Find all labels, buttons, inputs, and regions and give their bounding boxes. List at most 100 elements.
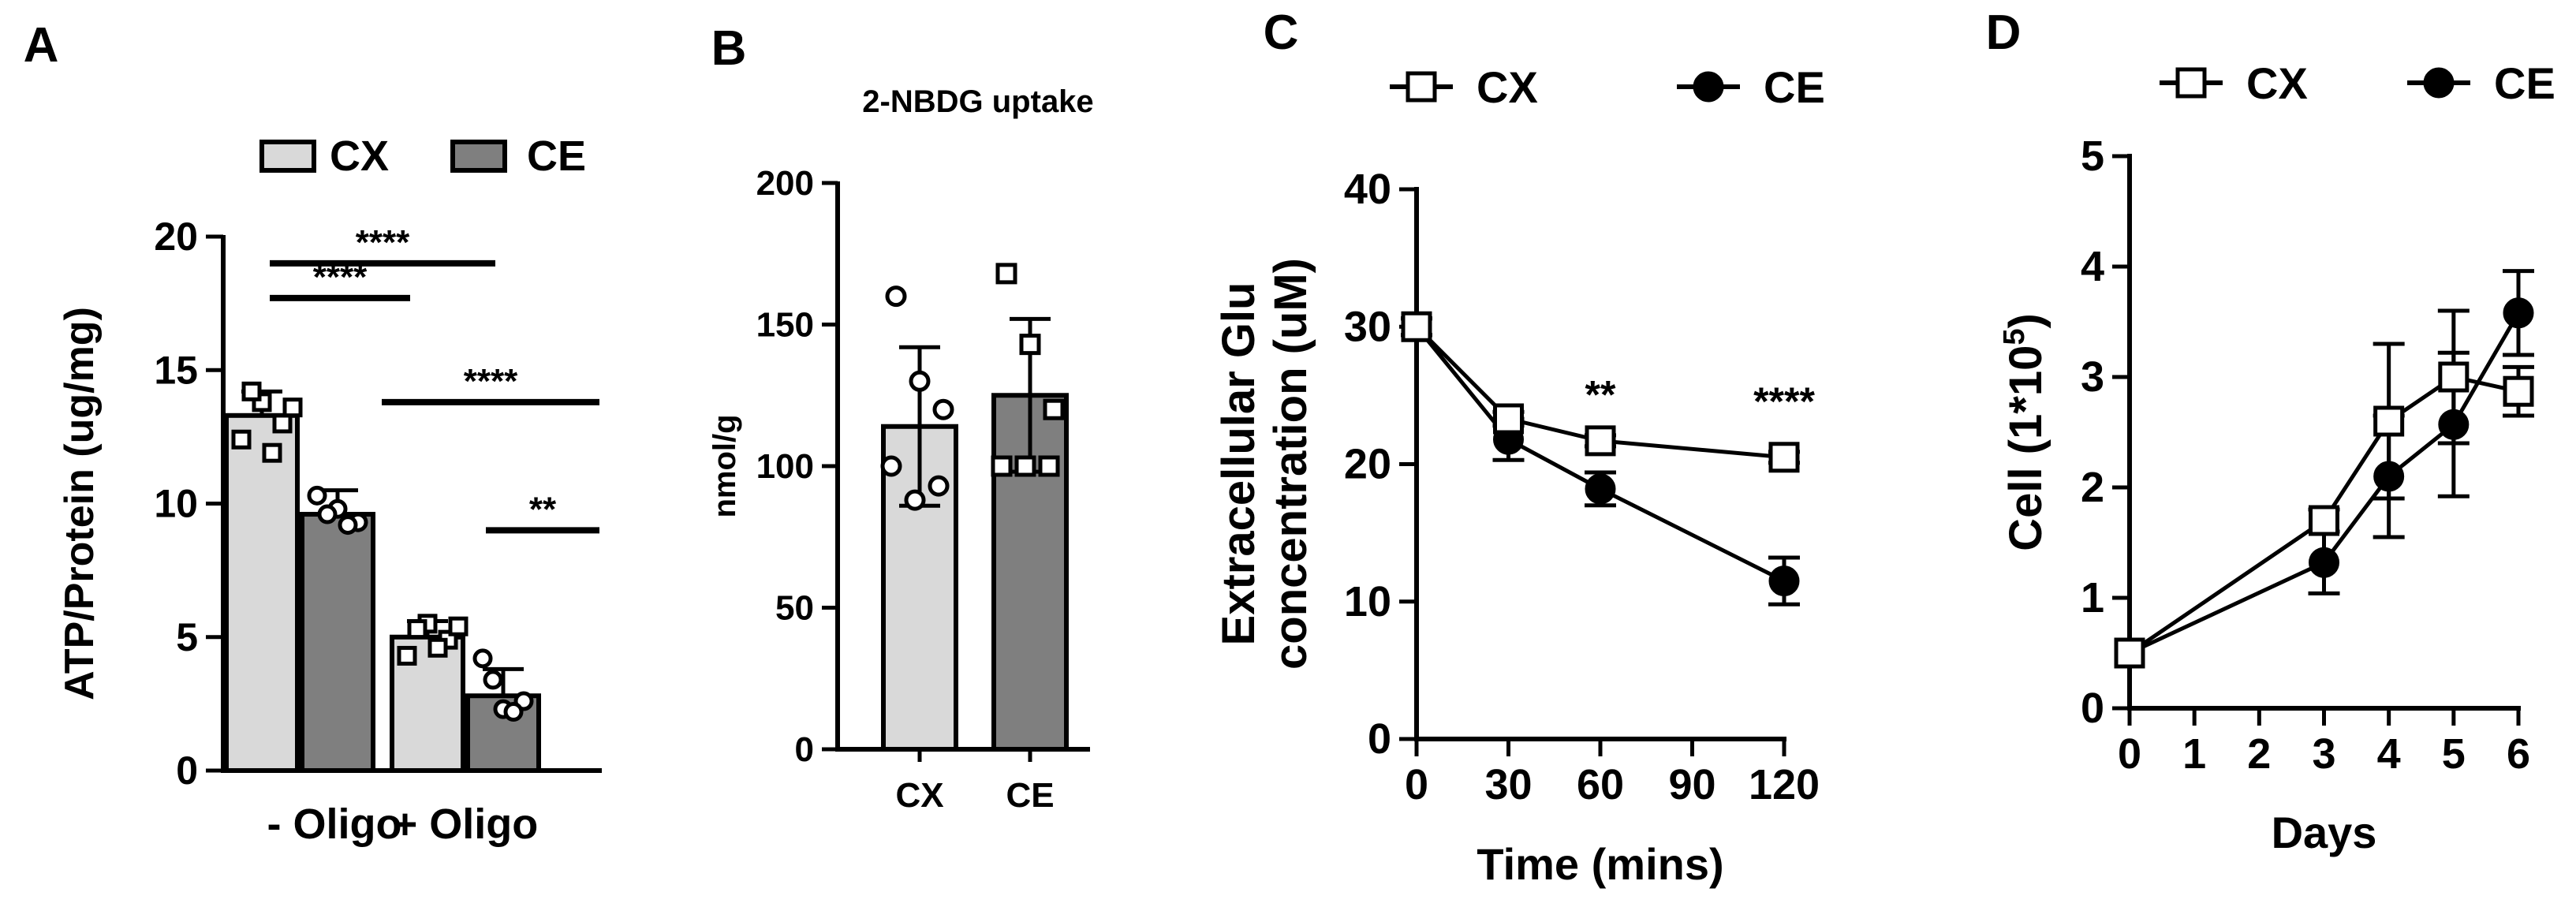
legend: CX CE: [2160, 58, 2555, 108]
chart-title: 2-NBDG uptake: [862, 84, 1093, 119]
x-tick-label: 2: [2247, 730, 2271, 778]
x-tick-label: 30: [1484, 761, 1532, 808]
data-point-cx: [1768, 442, 1800, 473]
y-tick-label: 5: [2081, 133, 2104, 180]
data-point-ce: [1768, 565, 1800, 597]
data-point: [932, 398, 954, 420]
data-point: [904, 489, 926, 511]
panel-a: A 0 5 10 15 20 ATP/Protein (ug/mg) - Oligo+ Oli…: [24, 18, 602, 848]
data-point: [407, 619, 427, 640]
x-category-label: - Oligo: [267, 801, 402, 848]
legend-label-ce: CE: [527, 133, 586, 180]
x-tick-label: 90: [1668, 761, 1715, 808]
x-tick-label: 120: [1749, 761, 1820, 808]
legend-label-cx: CX: [2246, 58, 2308, 108]
y-tick-label: 2: [2081, 464, 2104, 511]
significance-label: ****: [464, 362, 518, 401]
x-tick-label: 60: [1577, 761, 1624, 808]
x-category-label: CE: [1006, 776, 1054, 815]
data-point-cx: [1585, 425, 1616, 457]
x-tick-label: 1: [2182, 730, 2206, 778]
y-tick-label: 3: [2081, 353, 2104, 401]
data-point-cx: [1493, 403, 1524, 435]
y-tick-label: 4: [2081, 243, 2104, 290]
data-point: [880, 455, 902, 477]
data-point-ce: [1585, 473, 1616, 505]
y-tick-label: 0: [2081, 685, 2104, 732]
data-point: [397, 645, 417, 666]
significance-label: **: [529, 490, 557, 528]
y-tick-label: 5: [176, 615, 198, 659]
series-line-ce: [1415, 325, 1786, 583]
data-point: [885, 286, 907, 308]
data-point: [1019, 334, 1041, 356]
data-point-cx: [2438, 361, 2470, 393]
y-axis-label: ATP/Protein (ug/mg): [57, 307, 103, 700]
legend-swatch-cx: [259, 140, 316, 173]
y-tick-label: 10: [154, 482, 198, 526]
legend-marker-cx: [2175, 67, 2207, 99]
bar-ce: [300, 512, 375, 773]
data-point: [427, 637, 448, 658]
data-point: [307, 485, 327, 506]
data-point: [448, 616, 469, 636]
y-axis-label-end: ): [2000, 313, 2051, 328]
data-point: [503, 702, 524, 722]
y-axis-label-main: Cell (1*10: [2000, 345, 2051, 551]
legend-label-cx: CX: [1477, 62, 1538, 112]
panel-a-letter: A: [24, 18, 59, 73]
legend-marker-ce: [2423, 67, 2455, 99]
significance-label: ****: [1753, 379, 1815, 424]
data-point-ce: [2309, 547, 2339, 578]
data-point-cx: [2373, 405, 2405, 437]
data-point: [241, 381, 262, 401]
y-tick-label: 20: [1344, 441, 1391, 488]
legend-marker-ce: [1693, 71, 1724, 103]
data-point-cx: [1401, 311, 1432, 342]
x-tick-label: 0: [1405, 761, 1428, 808]
bar-cx: [224, 412, 300, 773]
y-tick-label: 50: [775, 589, 814, 628]
x-axis-label: Time (mins): [1477, 839, 1723, 889]
data-point-cx: [2503, 375, 2534, 407]
legend: CX CE: [259, 133, 586, 180]
panel-b-letter: B: [711, 21, 747, 76]
data-point: [231, 429, 252, 450]
legend-label-ce: CE: [1764, 62, 1825, 112]
x-tick-label: 4: [2377, 730, 2401, 778]
series-line-cx: [1415, 325, 1785, 460]
data-point-cx: [2309, 505, 2339, 536]
data-point: [483, 670, 503, 690]
y-tick-label: 0: [1368, 715, 1391, 763]
x-tick-label: 0: [2118, 730, 2141, 778]
y-tick-label: 0: [795, 730, 814, 769]
y-tick-label: 15: [154, 348, 198, 392]
y-tick-label: 200: [756, 164, 814, 203]
x-category-label: CX: [895, 776, 943, 815]
panel-d-letter: D: [1986, 6, 2022, 60]
x-category-label: + Oligo: [393, 801, 539, 848]
data-point: [282, 398, 303, 418]
data-point: [1043, 398, 1065, 420]
y-axis-label: Extracellular Gluconcentration (uM): [1213, 258, 1316, 670]
y-tick-label: 100: [756, 447, 814, 486]
legend-marker-cx: [1406, 71, 1437, 103]
data-point-cx: [2114, 637, 2145, 669]
legend-label-cx: CX: [330, 133, 389, 180]
x-tick-label: 6: [2507, 730, 2530, 778]
data-point: [991, 455, 1013, 477]
data-point: [317, 504, 338, 524]
data-point: [1014, 455, 1036, 477]
x-tick-label: 3: [2312, 730, 2335, 778]
data-point: [1038, 455, 1060, 477]
panel-c: C 0 10 20 30 40 0 30 60 90 120 Time (mins) CX CE Extra…: [1213, 6, 1825, 889]
y-tick-label: 10: [1344, 578, 1391, 625]
significance-label: ****: [356, 223, 410, 262]
y-tick-label: 150: [756, 306, 814, 345]
y-tick-label: 0: [176, 748, 198, 793]
x-axis-label: Days: [2272, 808, 2377, 857]
data-point: [995, 263, 1017, 285]
y-tick-label: 30: [1344, 303, 1391, 350]
y-axis-label-line2: concentration (uM): [1265, 258, 1316, 670]
